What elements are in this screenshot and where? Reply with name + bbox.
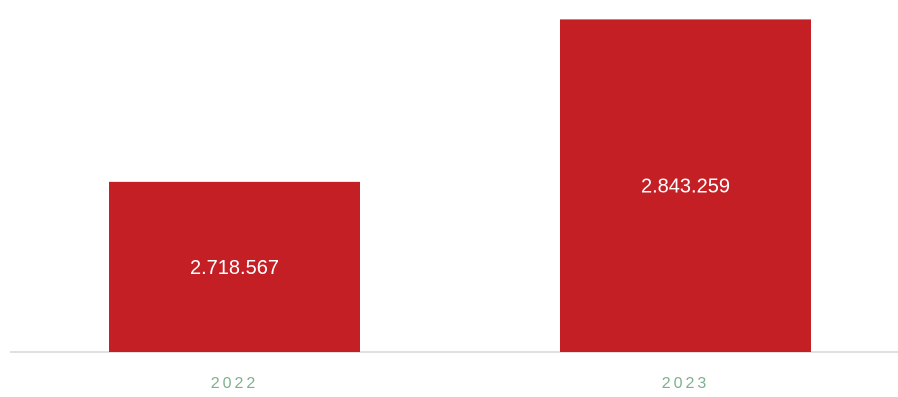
data-label-2023: 2.843.259 <box>641 176 730 198</box>
x-tick-label-2023: 2023 <box>662 375 710 392</box>
tick-labels-layer: 2022 2023 <box>211 375 710 392</box>
data-label-2022: 2.718.567 <box>190 257 279 279</box>
x-tick-label-2022: 2022 <box>211 375 259 392</box>
